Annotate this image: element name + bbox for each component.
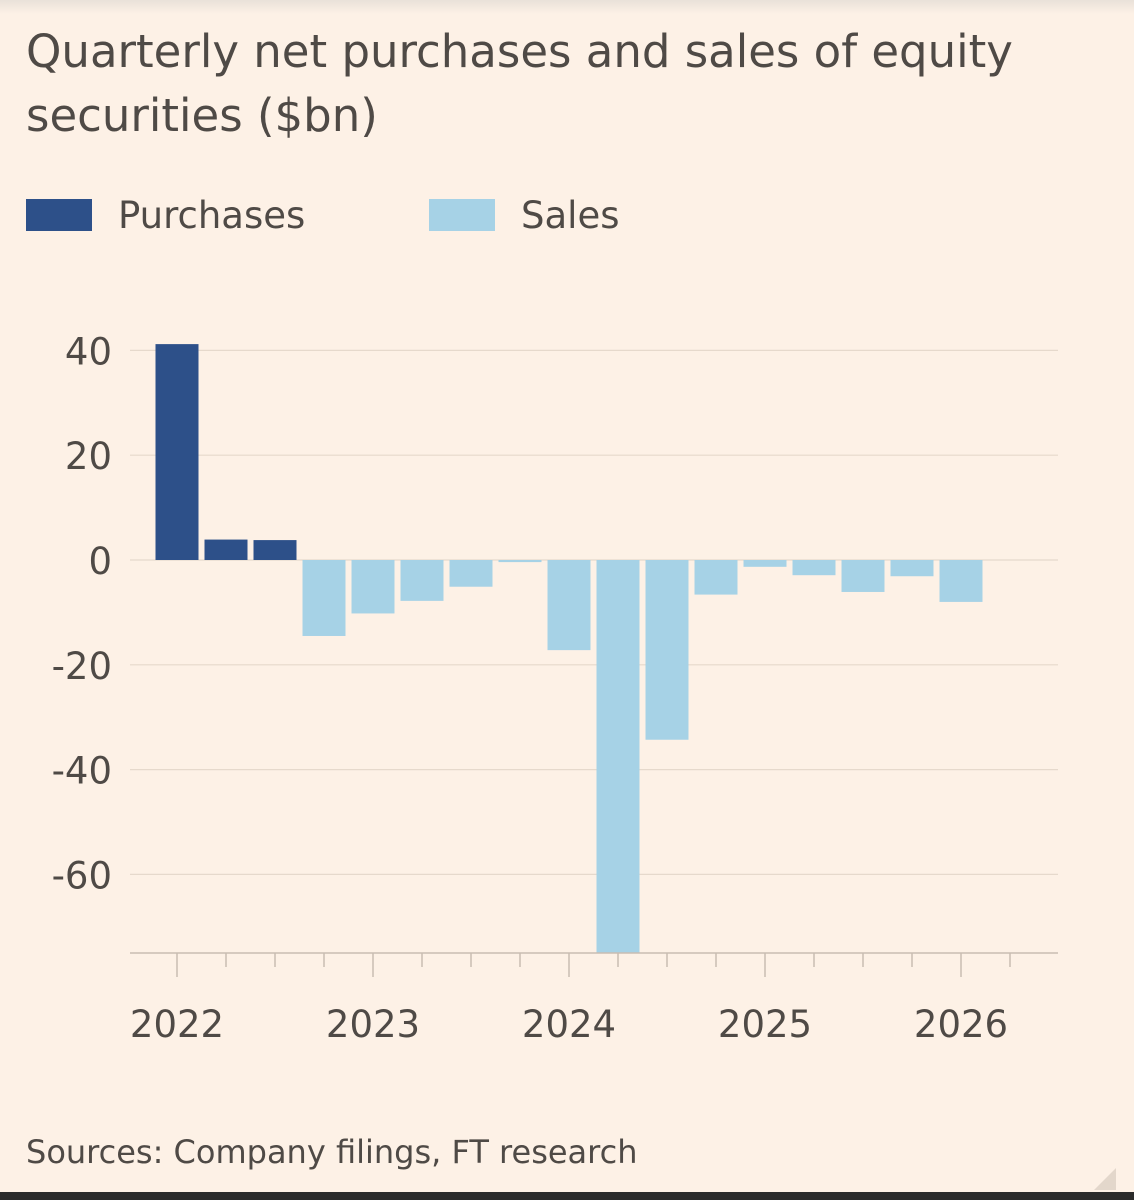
- bar-sales: [743, 560, 787, 567]
- bar-sales: [792, 560, 836, 576]
- legend-label-sales: Sales: [521, 194, 620, 237]
- bar-sales: [449, 560, 493, 587]
- bar-purchases: [155, 344, 199, 560]
- legend-swatch-sales: [429, 199, 495, 231]
- legend-swatch-purchases: [26, 199, 92, 231]
- corner-mark: [1094, 1168, 1116, 1190]
- bar-sales: [645, 560, 689, 740]
- bar-sales: [302, 560, 346, 636]
- bar-chart: 40 20 0 -20 -40 -60 2022 2023 2024 2025 2026: [52, 330, 1058, 1046]
- source-note: Sources: Company filings, FT research: [26, 1133, 638, 1171]
- bar-sales: [547, 560, 591, 651]
- bar-sales: [841, 560, 885, 592]
- x-tick-label: 2023: [326, 1003, 420, 1046]
- y-tick-label: -60: [52, 854, 112, 897]
- bar-sales: [890, 560, 934, 577]
- bar-sales: [939, 560, 983, 602]
- bar-sales: [694, 560, 738, 595]
- chart-title: Quarterly net purchases and sales of equ…: [26, 25, 1013, 142]
- bar-purchases: [204, 539, 248, 560]
- legend-label-purchases: Purchases: [118, 194, 306, 237]
- x-tick-label: 2026: [914, 1003, 1008, 1046]
- y-tick-label: -20: [52, 645, 112, 688]
- bar-sales: [596, 560, 640, 953]
- x-tick-label: 2025: [718, 1003, 812, 1046]
- y-tick-label: 20: [65, 435, 112, 478]
- bar-sales: [351, 560, 395, 614]
- y-tick-label: 40: [65, 330, 112, 373]
- bar-purchases: [253, 540, 297, 560]
- top-strip: [0, 0, 1134, 14]
- y-tick-label: -40: [52, 750, 112, 793]
- bottom-strip: [0, 1192, 1134, 1200]
- bar-sales: [498, 560, 542, 563]
- x-tick-label: 2024: [522, 1003, 616, 1046]
- y-tick-label: 0: [88, 540, 112, 583]
- bar-sales: [400, 560, 444, 601]
- x-tick-label: 2022: [130, 1003, 224, 1046]
